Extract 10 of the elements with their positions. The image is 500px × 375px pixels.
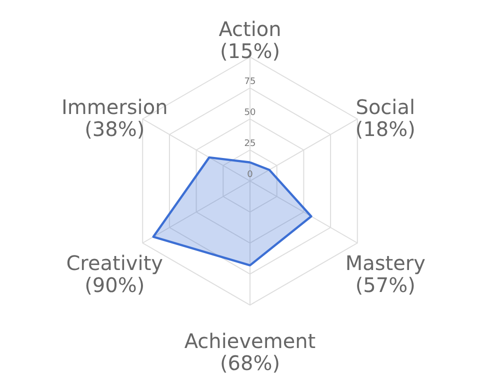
spoke-label: Achievement (68%) <box>184 329 316 375</box>
y-tick-label: 25 <box>244 139 256 149</box>
spoke-label: Social (18%) <box>355 95 416 141</box>
spoke-label: Mastery (57%) <box>345 251 426 297</box>
y-tick-label: 0 <box>247 170 254 180</box>
spoke-label: Creativity (90%) <box>66 251 164 297</box>
spoke-label: Immersion (38%) <box>61 95 168 141</box>
y-tick-label: 50 <box>244 108 256 118</box>
y-tick-label: 75 <box>244 77 256 87</box>
spoke-label: Action (15%) <box>218 17 282 63</box>
